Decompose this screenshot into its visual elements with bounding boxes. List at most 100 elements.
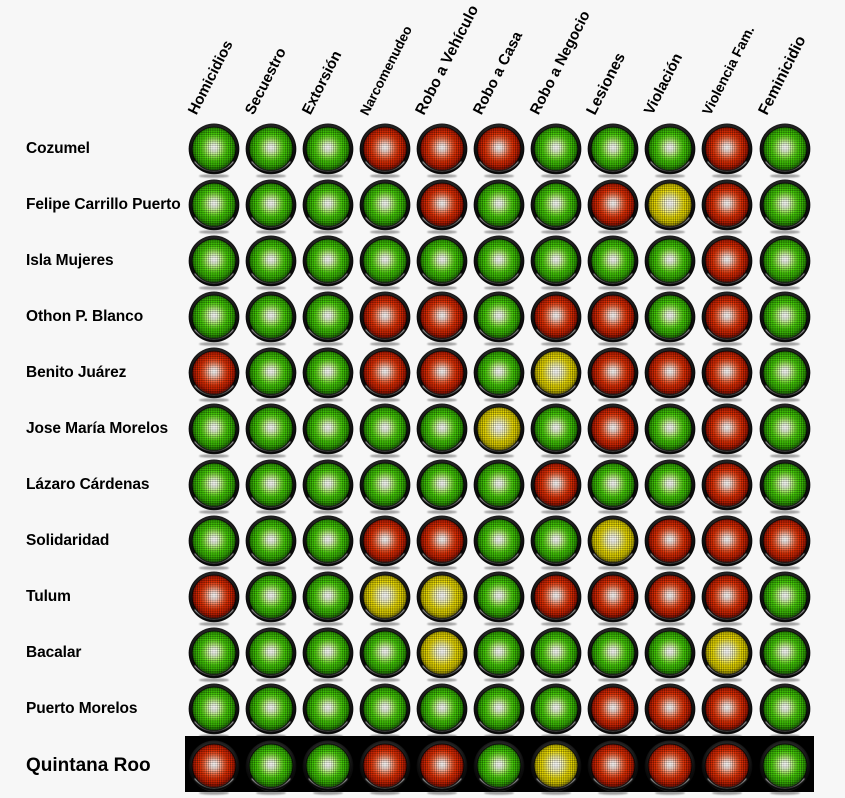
- traffic-light-green: [644, 291, 696, 348]
- traffic-light-red: [644, 740, 696, 797]
- traffic-light-green: [188, 459, 240, 516]
- traffic-light-green: [302, 515, 354, 572]
- traffic-light-red: [416, 179, 468, 236]
- traffic-light-green: [359, 403, 411, 460]
- traffic-light-yellow: [416, 571, 468, 628]
- traffic-light-red: [416, 740, 468, 797]
- traffic-light-red: [701, 740, 753, 797]
- traffic-light-green: [759, 123, 811, 180]
- row-label: Othon P. Blanco: [26, 308, 144, 325]
- traffic-light-green: [759, 291, 811, 348]
- traffic-light-green: [587, 123, 639, 180]
- traffic-light-green: [473, 179, 525, 236]
- column-header: Homicidios: [184, 37, 237, 118]
- traffic-light-green: [188, 515, 240, 572]
- row-label: Benito Juárez: [26, 364, 127, 381]
- traffic-light-green: [644, 627, 696, 684]
- traffic-light-green: [530, 235, 582, 292]
- traffic-light-green: [587, 459, 639, 516]
- traffic-light-green: [245, 235, 297, 292]
- traffic-light-red: [188, 347, 240, 404]
- traffic-light-green: [759, 347, 811, 404]
- traffic-light-yellow: [587, 515, 639, 572]
- traffic-light-green: [416, 403, 468, 460]
- row-label: Isla Mujeres: [26, 252, 114, 269]
- traffic-light-red: [644, 571, 696, 628]
- row-label: Cozumel: [26, 140, 90, 157]
- traffic-light-green: [302, 403, 354, 460]
- traffic-light-red: [587, 740, 639, 797]
- traffic-light-green: [359, 459, 411, 516]
- traffic-light-red: [701, 403, 753, 460]
- traffic-light-green: [188, 123, 240, 180]
- traffic-light-green: [302, 740, 354, 797]
- traffic-light-red: [416, 123, 468, 180]
- traffic-light-yellow: [701, 627, 753, 684]
- traffic-light-red: [644, 347, 696, 404]
- traffic-light-red: [416, 291, 468, 348]
- traffic-light-green: [302, 291, 354, 348]
- traffic-light-green: [416, 459, 468, 516]
- traffic-light-red: [587, 291, 639, 348]
- traffic-light-green: [530, 123, 582, 180]
- traffic-light-red: [587, 683, 639, 740]
- traffic-light-green: [245, 515, 297, 572]
- traffic-light-yellow: [359, 571, 411, 628]
- traffic-light-yellow: [530, 740, 582, 797]
- traffic-light-green: [587, 627, 639, 684]
- traffic-light-green: [759, 627, 811, 684]
- traffic-light-green: [245, 123, 297, 180]
- traffic-light-red: [359, 123, 411, 180]
- traffic-light-yellow: [416, 627, 468, 684]
- column-header: Robo a Vehículo: [412, 2, 483, 118]
- column-header: Violencia Fam.: [699, 23, 758, 118]
- traffic-light-red: [416, 515, 468, 572]
- traffic-light-green: [302, 459, 354, 516]
- traffic-light-green: [245, 740, 297, 797]
- traffic-light-green: [416, 235, 468, 292]
- traffic-light-red: [701, 235, 753, 292]
- traffic-light-green: [644, 123, 696, 180]
- traffic-light-red: [587, 347, 639, 404]
- traffic-light-green: [473, 740, 525, 797]
- traffic-light-green: [530, 515, 582, 572]
- traffic-light-green: [245, 179, 297, 236]
- traffic-light-green: [530, 627, 582, 684]
- traffic-light-red: [587, 403, 639, 460]
- column-header: Narcomenudeo: [356, 22, 415, 118]
- traffic-light-red: [188, 571, 240, 628]
- traffic-light-green: [245, 571, 297, 628]
- traffic-light-red: [701, 123, 753, 180]
- traffic-light-red: [530, 291, 582, 348]
- traffic-light-red: [188, 740, 240, 797]
- traffic-light-red: [359, 291, 411, 348]
- traffic-light-green: [302, 571, 354, 628]
- traffic-light-green: [530, 179, 582, 236]
- column-header: Robo a Casa: [469, 28, 527, 118]
- column-header: Robo a Negocio: [526, 8, 594, 118]
- traffic-light-green: [473, 291, 525, 348]
- traffic-light-green: [416, 683, 468, 740]
- traffic-light-green: [759, 403, 811, 460]
- traffic-light-green: [188, 683, 240, 740]
- traffic-light-green: [473, 683, 525, 740]
- traffic-light-red: [530, 459, 582, 516]
- row-label: Jose María Morelos: [26, 420, 169, 437]
- traffic-light-green: [245, 347, 297, 404]
- traffic-light-green: [644, 403, 696, 460]
- traffic-light-green: [188, 291, 240, 348]
- traffic-light-red: [359, 347, 411, 404]
- traffic-light-red: [587, 179, 639, 236]
- traffic-light-green: [302, 683, 354, 740]
- traffic-light-green: [473, 571, 525, 628]
- traffic-light-green: [759, 740, 811, 797]
- traffic-light-green: [473, 515, 525, 572]
- traffic-light-green: [245, 683, 297, 740]
- traffic-light-green: [245, 627, 297, 684]
- traffic-light-yellow: [644, 179, 696, 236]
- traffic-light-green: [473, 627, 525, 684]
- traffic-light-red: [701, 347, 753, 404]
- traffic-light-red: [701, 179, 753, 236]
- traffic-light-red: [473, 123, 525, 180]
- traffic-light-green: [759, 235, 811, 292]
